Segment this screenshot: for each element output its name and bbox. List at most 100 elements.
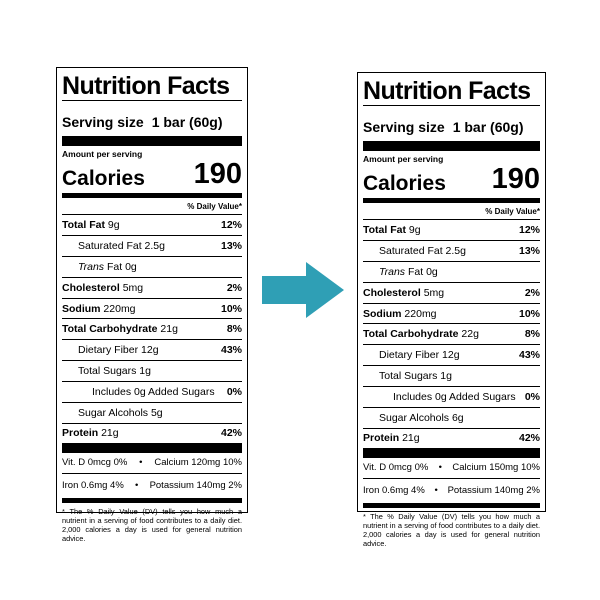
- nutrient-daily-value: 43%: [518, 349, 540, 362]
- vitamin-right: Calcium 150mg 10%: [452, 462, 540, 474]
- nutrient-name: Total Carbohydrate: [62, 323, 158, 336]
- nutrient-amount: 5mg: [423, 286, 445, 299]
- nutrient-row: Total Carbohydrate 22g 8%: [363, 324, 540, 346]
- nutrient-row: Trans Fat 0g: [363, 262, 540, 283]
- medium-divider: [363, 198, 540, 203]
- nutrient-row: Includes 0g Added Sugars 0%: [62, 382, 242, 404]
- serving-size: Serving size 1 bar (60g): [62, 114, 223, 130]
- nutrient-daily-value: 10%: [220, 302, 242, 315]
- nutrient-daily-value: 0%: [226, 386, 242, 399]
- nutrient-daily-value: 13%: [220, 239, 242, 252]
- nutrient-name: Sugar Alcohols 5g: [78, 406, 163, 419]
- calories-row: Calories 190: [363, 163, 540, 195]
- vitamin-row: Vit. D 0mcg 0% • Calcium 120mg 10%: [62, 453, 242, 474]
- nutrient-name: Total Carbohydrate: [363, 328, 459, 341]
- amount-per-serving: Amount per serving: [62, 149, 143, 159]
- nutrient-amount: 9g: [408, 223, 421, 236]
- calories-row: Calories 190: [62, 158, 242, 190]
- nutrient-amount: 220mg: [103, 302, 136, 315]
- nutrient-daily-value: 10%: [518, 307, 540, 320]
- nutrient-name: Saturated Fat 2.5g: [379, 244, 466, 257]
- thick-divider: [62, 136, 242, 146]
- nutrient-name: Sodium: [62, 302, 101, 315]
- nutrient-row: Dietary Fiber 12g 43%: [363, 345, 540, 367]
- medium-divider: [62, 193, 242, 198]
- nutrient-name: Cholesterol: [62, 281, 120, 294]
- vitamin-sep: •: [135, 480, 139, 492]
- nutrient-row: Cholesterol 5mg 2%: [62, 278, 242, 299]
- nutrient-daily-value: 42%: [518, 432, 540, 445]
- daily-value-header: % Daily Value*: [62, 198, 242, 215]
- nutrient-name: Total Sugars 1g: [78, 365, 151, 378]
- nutrient-daily-value: 12%: [518, 223, 540, 236]
- nutrient-daily-value: 13%: [518, 244, 540, 257]
- nutrient-name: Includes 0g Added Sugars: [393, 391, 516, 404]
- nutrient-name: Total Fat: [62, 218, 105, 231]
- nutrient-row: Total Carbohydrate 21g 8%: [62, 319, 242, 341]
- nutrient-name: Includes 0g Added Sugars: [92, 386, 215, 399]
- nutrient-amount: 22g: [461, 328, 479, 341]
- nutrient-row: Sodium 220mg 10%: [363, 304, 540, 325]
- nutrient-amount: 5mg: [122, 281, 144, 294]
- label-title: Nutrition Facts: [363, 77, 531, 105]
- vitamin-list: Vit. D 0mcg 0% • Calcium 150mg 10% Iron 0.6…: [363, 458, 540, 508]
- nutrient-name: Protein: [62, 427, 99, 440]
- nutrient-daily-value: 12%: [220, 218, 242, 231]
- nutrient-name: Cholesterol: [363, 286, 421, 299]
- nutrient-list: Total Fat 9g 12% Saturated Fat 2.5g 13% Tran…: [62, 215, 242, 453]
- nutrient-daily-value: 0%: [524, 391, 540, 404]
- nutrient-amount: Fat 0g: [407, 265, 438, 278]
- calories-value: 190: [491, 163, 540, 195]
- vitamin-sep: •: [434, 485, 438, 497]
- amount-per-serving: Amount per serving: [363, 154, 444, 164]
- nutrient-name: Trans: [379, 265, 406, 278]
- vitamin-row: Iron 0.6mg 4% • Potassium 140mg 2%: [363, 479, 540, 508]
- nutrient-daily-value: 8%: [226, 323, 242, 336]
- nutrient-name: Trans: [78, 260, 105, 273]
- vitamin-left: Iron 0.6mg 4%: [62, 480, 124, 492]
- vitamin-sep: •: [438, 462, 442, 474]
- vitamin-left: Vit. D 0mcg 0%: [363, 462, 429, 474]
- nutrient-row: Total Sugars 1g: [363, 366, 540, 388]
- thick-divider: [363, 141, 540, 151]
- nutrient-amount: Fat 0g: [106, 260, 137, 273]
- nutrient-daily-value: 8%: [524, 328, 540, 341]
- nutrient-name: Total Fat: [363, 223, 406, 236]
- vitamin-right: Potassium 140mg 2%: [447, 485, 540, 497]
- footnote: * The % Daily Value (DV) tells you how m…: [62, 506, 242, 543]
- vitamin-row: Vit. D 0mcg 0% • Calcium 150mg 10%: [363, 458, 540, 479]
- nutrient-row: Total Fat 9g 12%: [62, 215, 242, 236]
- nutrient-name: Saturated Fat 2.5g: [78, 239, 165, 252]
- nutrient-amount: 21g: [402, 432, 420, 445]
- nutrient-row: Trans Fat 0g: [62, 257, 242, 278]
- nutrient-row: Dietary Fiber 12g 43%: [62, 340, 242, 362]
- nutrition-label-left: Nutrition Facts Serving size 1 bar (60g)…: [56, 67, 248, 543]
- nutrient-name: Sodium: [363, 307, 402, 320]
- vitamin-right: Potassium 140mg 2%: [149, 480, 242, 492]
- serving-size: Serving size 1 bar (60g): [363, 119, 524, 135]
- nutrient-name: Sugar Alcohols 6g: [379, 411, 464, 424]
- nutrient-amount: 9g: [107, 218, 120, 231]
- nutrient-amount: 21g: [101, 427, 119, 440]
- nutrient-row: Protein 21g 42%: [62, 424, 242, 453]
- nutrient-row: Saturated Fat 2.5g 13%: [62, 236, 242, 257]
- nutrient-row: Sugar Alcohols 6g: [363, 408, 540, 429]
- nutrient-name: Protein: [363, 432, 400, 445]
- nutrient-row: Protein 21g 42%: [363, 429, 540, 458]
- footnote: * The % Daily Value (DV) tells you how m…: [363, 511, 540, 548]
- nutrient-daily-value: 2%: [524, 286, 540, 299]
- vitamin-right: Calcium 120mg 10%: [154, 457, 242, 469]
- right-arrow-icon: [262, 262, 344, 318]
- daily-value-header: % Daily Value*: [363, 203, 540, 220]
- nutrient-row: Total Sugars 1g: [62, 361, 242, 383]
- vitamin-list: Vit. D 0mcg 0% • Calcium 120mg 10% Iron 0.6…: [62, 453, 242, 503]
- vitamin-sep: •: [139, 457, 143, 469]
- nutrient-amount: 21g: [160, 323, 178, 336]
- nutrient-name: Dietary Fiber 12g: [78, 344, 159, 357]
- nutrient-daily-value: 42%: [220, 427, 242, 440]
- nutrient-row: Saturated Fat 2.5g 13%: [363, 241, 540, 262]
- nutrition-label-right: Nutrition Facts Serving size 1 bar (60g)…: [357, 72, 546, 548]
- vitamin-row: Iron 0.6mg 4% • Potassium 140mg 2%: [62, 474, 242, 503]
- vitamin-left: Vit. D 0mcg 0%: [62, 457, 128, 469]
- nutrient-daily-value: 2%: [226, 281, 242, 294]
